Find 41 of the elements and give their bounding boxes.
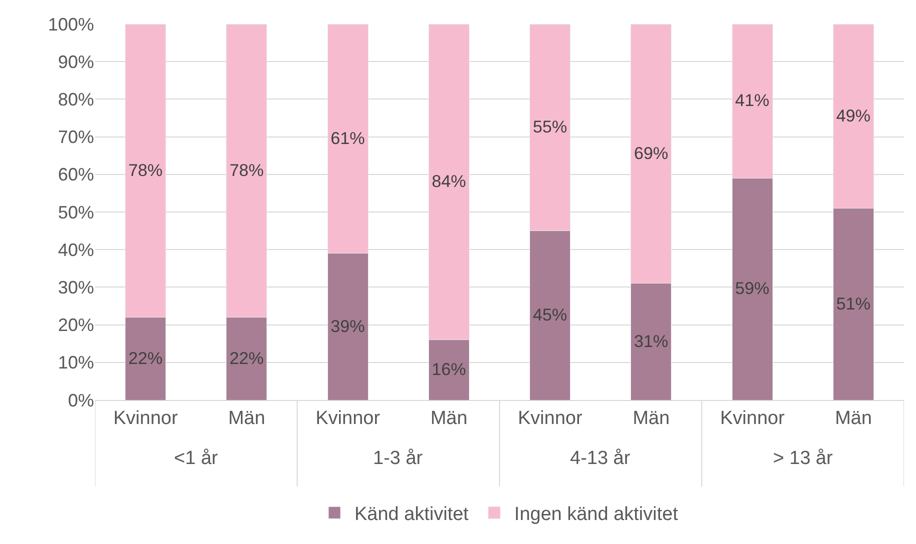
data-label: 16%: [432, 360, 466, 380]
y-tick-label: 70%: [58, 127, 94, 148]
y-tick-label: 30%: [58, 278, 94, 298]
y-tick-label: 40%: [58, 240, 94, 260]
data-label: 55%: [532, 118, 568, 137]
data-label: 78%: [128, 160, 163, 180]
data-label: 39%: [330, 316, 365, 336]
y-tick-label: 0%: [68, 390, 94, 410]
legend-label: Ingen känd aktivitet: [514, 504, 679, 526]
text: > 13 år: [773, 448, 834, 469]
y-tick-label: 80%: [58, 90, 94, 110]
legend-label: Känd aktivitet: [354, 504, 470, 526]
data-label: 59%: [735, 279, 770, 298]
x-tick-label: Kvinnor: [720, 408, 786, 429]
x-tick-label: Män: [228, 408, 266, 429]
x-tick-label: Kvinnor: [518, 408, 583, 429]
y-tick-label: 90%: [58, 52, 94, 72]
data-label: 61%: [330, 128, 365, 148]
text: 4-13 år: [570, 448, 631, 469]
data-label: 51%: [836, 294, 870, 314]
data-label: 49%: [836, 106, 870, 126]
data-label: 84%: [432, 172, 466, 192]
y-tick-label: 50%: [58, 202, 94, 222]
x-tick-label: Män: [834, 408, 872, 429]
data-label: 31%: [634, 332, 668, 351]
y-tick-label: 100%: [48, 14, 94, 34]
x-tick-label: Kvinnor: [316, 408, 381, 429]
data-label: 78%: [229, 160, 264, 180]
text: 1-3 år: [373, 448, 424, 469]
data-label: 69%: [634, 144, 668, 163]
data-label: 22%: [229, 348, 264, 368]
data-label: 41%: [735, 91, 770, 110]
data-label: 22%: [128, 348, 163, 368]
y-tick-label: 60%: [58, 164, 94, 185]
x-tick-label: Män: [632, 408, 670, 429]
data-label: 45%: [532, 306, 568, 325]
x-tick-label: Kvinnor: [113, 408, 178, 429]
text: <1 år: [174, 448, 219, 469]
y-tick-label: 10%: [58, 352, 94, 373]
x-tick-label: Män: [430, 408, 468, 429]
y-tick-label: 20%: [58, 315, 94, 336]
